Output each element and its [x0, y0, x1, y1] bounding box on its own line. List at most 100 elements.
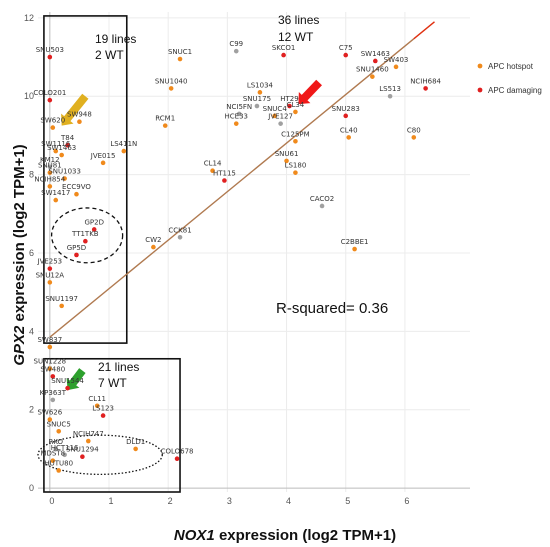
r-squared-label: R-squared= 0.36: [276, 300, 388, 317]
x-tick-label: 2: [168, 496, 173, 506]
point-label: CL11: [88, 395, 106, 403]
point-label: SNU283: [332, 105, 360, 113]
point-label: T84: [60, 134, 75, 142]
point-label: SW1463: [47, 144, 76, 152]
point-label: SNU1033: [48, 168, 81, 176]
data-point: [281, 52, 286, 58]
highlight-ellipse: [50, 207, 124, 264]
data-point: [233, 121, 239, 126]
data-point: [272, 113, 278, 119]
data-point: [352, 246, 357, 252]
point-label: DLD1: [126, 438, 145, 446]
data-point: [343, 113, 349, 119]
y-tick-label: 2: [29, 405, 34, 415]
point-label: SW948: [67, 111, 92, 119]
data-point: [210, 168, 215, 173]
x-tick-label: 4: [286, 496, 291, 506]
data-point: [47, 54, 53, 60]
point-label: NCIH684: [410, 77, 441, 85]
data-point: [56, 468, 62, 473]
data-point: [53, 197, 59, 203]
point-label: CL34: [287, 101, 305, 109]
point-label: COLO201: [33, 89, 66, 97]
point-label: RKO: [48, 438, 63, 446]
data-point: [236, 111, 242, 117]
box-bottom-lines: 21 lines: [98, 360, 139, 374]
box-bottom-wt: 7 WT: [98, 376, 127, 390]
x-tick-label: 0: [49, 496, 54, 506]
top-right-wt: 12 WT: [278, 30, 314, 44]
data-point: [53, 148, 59, 154]
annotation-text: 19 lines 2 WT 36 lines 12 WT 21 lines 7 …: [95, 13, 388, 390]
data-point: [293, 170, 298, 175]
annotation-shapes: [37, 15, 322, 493]
y-tick-label: 10: [24, 91, 34, 101]
data-point: [370, 74, 375, 79]
trend-line-end: [413, 21, 435, 40]
point-label: GP2D: [84, 218, 104, 226]
y-tick-label: 6: [29, 248, 34, 258]
grid: [38, 12, 470, 492]
highlight-box: [43, 357, 181, 493]
point-label: C99: [229, 40, 243, 48]
point-label: SW403: [384, 56, 409, 64]
data-point: [100, 160, 106, 166]
point-label: SW1417: [41, 189, 70, 197]
data-point: [177, 235, 183, 240]
data-point: [278, 121, 283, 126]
y-tick-label: 12: [24, 13, 34, 23]
point-label: SW1463: [361, 50, 390, 58]
point-label: HCT116: [51, 444, 79, 452]
point-label: SNU1040: [155, 77, 188, 85]
data-point: [293, 139, 298, 144]
data-point: [168, 86, 174, 91]
data-point: [47, 344, 53, 350]
point-label: JVE015: [90, 152, 116, 160]
point-label: SNU1544: [51, 377, 84, 385]
data-point: [50, 458, 56, 463]
data-point: [74, 191, 79, 197]
point-label: SNUC1: [168, 48, 192, 56]
data-point: [47, 97, 53, 103]
point-label: NCI5FN: [226, 103, 252, 111]
point-label: CCK81: [168, 226, 191, 234]
point-label: JVE253: [37, 258, 63, 266]
point-label: SUN1228: [34, 358, 67, 366]
point-label: SNU12A: [36, 271, 65, 279]
point-label: COLO678: [161, 448, 194, 456]
data-point: [151, 244, 156, 250]
legend-entry: APC hotspot: [488, 62, 534, 71]
x-tick-label: 1: [109, 496, 114, 506]
point-label: ECC9VO: [62, 183, 91, 191]
legend-marker: [477, 87, 483, 93]
data-point: [56, 428, 62, 434]
data-point: [287, 103, 292, 109]
legend: APC hotspot APC damaging: [477, 62, 542, 95]
data-point: [346, 135, 351, 140]
data-point: [343, 52, 349, 58]
point-label: NCIH854: [34, 175, 65, 183]
point-label: SNU1460: [356, 66, 389, 74]
data-point: [393, 64, 399, 70]
data-point: [80, 454, 85, 460]
data-point: [373, 58, 378, 64]
data-point: [59, 303, 64, 309]
data-point: [423, 86, 428, 91]
point-label: CL40: [340, 126, 358, 134]
data-point: [47, 170, 53, 175]
y-axis-label-rest: expression (log2 TPM+1): [11, 144, 28, 325]
data-point: [100, 413, 106, 418]
data-point: [65, 385, 70, 391]
point-label: SW626: [37, 409, 62, 417]
box-left-top-wt: 2 WT: [95, 48, 124, 62]
point-label: SKCO1: [272, 44, 296, 52]
data-point: [162, 123, 168, 128]
data-point: [121, 148, 127, 154]
highlight-arrow: [66, 368, 86, 391]
data-point: [174, 456, 180, 461]
y-axis-gene: GPX2: [11, 325, 28, 366]
x-axis-gene: NOX1: [174, 527, 215, 544]
point-label: SW480: [40, 365, 65, 373]
x-axis-label: NOX1 expression (log2 TPM+1): [174, 527, 396, 544]
